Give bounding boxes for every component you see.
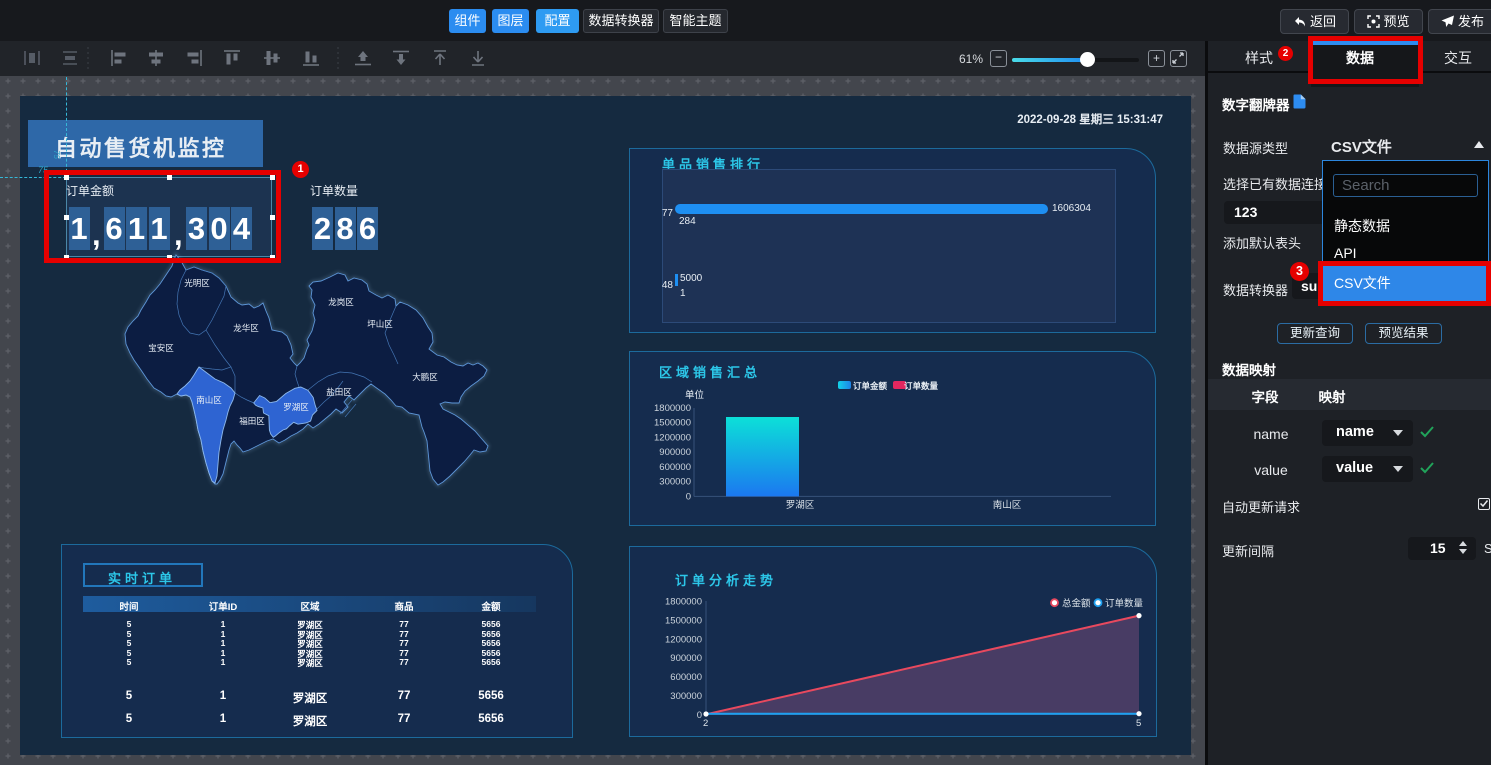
svg-text:1500000: 1500000	[654, 418, 691, 429]
svg-text:1200000: 1200000	[654, 432, 691, 443]
svg-text:罗湖区: 罗湖区	[283, 402, 309, 412]
svg-text:1800000: 1800000	[665, 597, 702, 608]
svg-text:900000: 900000	[670, 653, 702, 664]
svg-text:罗湖区: 罗湖区	[786, 500, 815, 511]
svg-text:900000: 900000	[659, 447, 691, 458]
svg-text:300000: 300000	[670, 691, 702, 702]
svg-text:5: 5	[1136, 718, 1141, 729]
svg-text:总金额: 总金额	[1062, 598, 1091, 610]
svg-text:光明区: 光明区	[184, 278, 210, 288]
svg-text:福田区: 福田区	[239, 416, 265, 426]
svg-text:订单数量: 订单数量	[1105, 598, 1144, 610]
svg-text:0: 0	[686, 491, 691, 502]
svg-text:0: 0	[697, 710, 702, 721]
svg-text:宝安区: 宝安区	[148, 343, 174, 353]
svg-text:南山区: 南山区	[993, 499, 1022, 511]
svg-text:盐田区: 盐田区	[326, 387, 352, 397]
svg-text:南山区: 南山区	[196, 395, 222, 405]
svg-text:龙华区: 龙华区	[233, 323, 259, 333]
svg-text:300000: 300000	[659, 477, 691, 488]
svg-text:龙岗区: 龙岗区	[328, 297, 354, 307]
svg-text:1200000: 1200000	[665, 634, 702, 645]
svg-text:坪山区: 坪山区	[367, 319, 393, 329]
svg-text:600000: 600000	[659, 462, 691, 473]
svg-text:1800000: 1800000	[654, 403, 691, 414]
svg-text:2: 2	[703, 718, 708, 729]
svg-text:1500000: 1500000	[665, 615, 702, 626]
svg-text:600000: 600000	[670, 672, 702, 683]
svg-text:大鹏区: 大鹏区	[412, 372, 438, 382]
